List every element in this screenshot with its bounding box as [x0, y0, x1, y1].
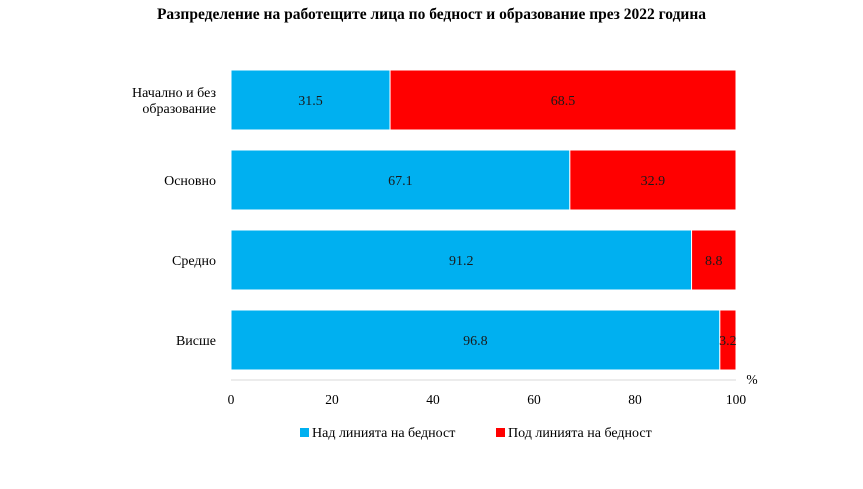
x-tick-label-80: 80 [628, 392, 642, 407]
category-label-3: Висше [176, 334, 216, 349]
category-label-2: Средно [172, 254, 216, 269]
legend-swatch-0 [300, 428, 309, 437]
bar-segment-above-3 [230, 309, 721, 371]
data-label-below-3: 3.2 [719, 334, 737, 349]
x-tick-label-40: 40 [426, 392, 440, 407]
bar-segment-below-0 [389, 69, 737, 131]
bars-group: 31.5 68.5 67.1 32.9 91.2 8.8 96.8 3.2 [230, 69, 737, 371]
bar-segment-below-3 [719, 309, 737, 371]
legend-label-0: Над линията на бедност [312, 426, 455, 441]
x-tick-labels: 0 20 40 60 80 100 [228, 392, 747, 407]
data-label-above-1: 67.1 [388, 174, 413, 189]
legend-label-1: Под линията на бедност [508, 426, 652, 441]
data-label-above-0: 31.5 [298, 94, 323, 109]
x-tick-label-20: 20 [325, 392, 339, 407]
bar-segment-below-2 [691, 229, 737, 291]
category-label-0-line-1: образование [142, 102, 216, 117]
x-tick-label-60: 60 [527, 392, 541, 407]
category-label-0-line-0: Начално и без [132, 86, 216, 101]
x-tick-label-0: 0 [228, 392, 235, 407]
data-label-below-0: 68.5 [551, 94, 576, 109]
category-label-1: Основно [164, 174, 216, 189]
x-tick-label-100: 100 [726, 392, 747, 407]
data-label-above-2: 91.2 [449, 254, 474, 269]
data-label-above-3: 96.8 [463, 334, 488, 349]
data-label-below-1: 32.9 [641, 174, 666, 189]
legend: Над линията на бедност Под линията на бед… [300, 426, 652, 441]
legend-swatch-1 [496, 428, 505, 437]
bar-segment-below-1 [569, 149, 737, 211]
chart-title: Разпределение на работещите лица по бедн… [156, 6, 707, 23]
x-unit-label: % [746, 372, 757, 387]
data-label-below-2: 8.8 [705, 254, 723, 269]
bar-segment-above-2 [230, 229, 693, 291]
